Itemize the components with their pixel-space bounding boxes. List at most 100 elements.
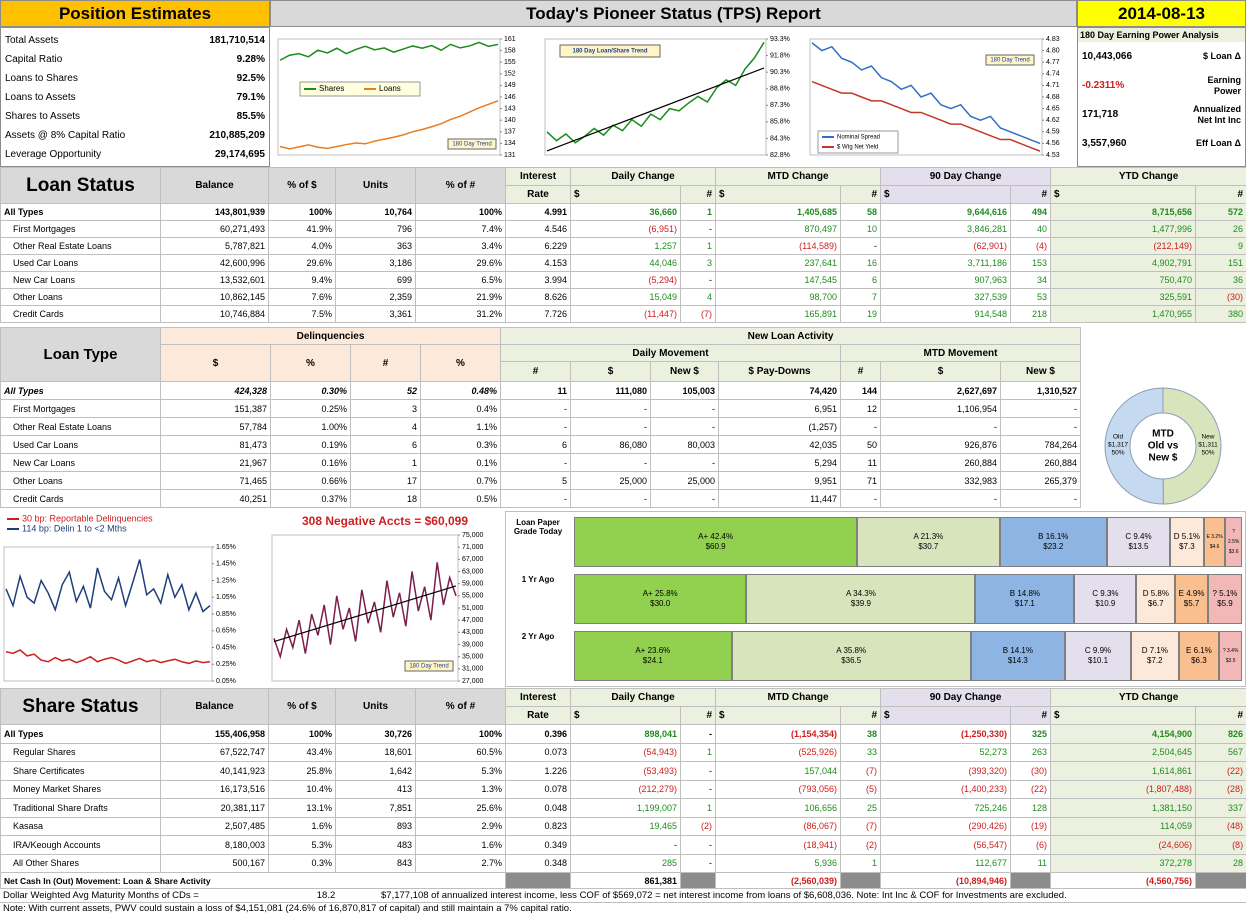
- segment-label: A+ 25.8%: [575, 589, 745, 599]
- table-cell: 0.048: [505, 798, 571, 818]
- data-row: Other Loans 71,465 0.66% 17 0.7% 5 25,000 25,00…: [0, 471, 1082, 490]
- table-cell: 1.6%: [415, 835, 506, 855]
- segment-amount: $24.1: [642, 656, 663, 665]
- tick-label: 31,000: [462, 666, 484, 673]
- table-cell: 7,851: [335, 798, 416, 818]
- table-cell: 34: [1010, 271, 1052, 289]
- grade-chart: Loan Paper Grade Today A+ 42.4% $60.9 A 21.…: [505, 511, 1246, 687]
- table-cell: 4.991: [505, 203, 571, 221]
- series-line: [279, 41, 499, 61]
- tick-label: 39,000: [462, 641, 484, 648]
- table-cell: All Types: [0, 724, 161, 744]
- data-row: Credit Cards 40,251 0.37% 18 0.5% - - -11,447- -…: [0, 489, 1082, 508]
- table-cell: (48): [1195, 816, 1246, 836]
- table-cell: 38: [840, 724, 882, 744]
- sub-header: #: [1010, 185, 1052, 204]
- earning-row: 10,443,066 $ Loan Δ: [1078, 42, 1245, 71]
- segment-amount: $5.7: [1183, 599, 1200, 608]
- segment-pct: 5.8%: [1150, 589, 1169, 598]
- table-cell: 153: [1010, 254, 1052, 272]
- group-header: 90 Day Change: [880, 688, 1052, 707]
- table-cell: (290,426): [880, 816, 1012, 836]
- sub-header: #: [1195, 185, 1246, 204]
- segment-label: B 14.1%: [972, 646, 1064, 656]
- table-cell: 337: [1195, 798, 1246, 818]
- sub-header: $: [715, 706, 842, 725]
- data-row: Other Real Estate Loans 5,787,821 4.0% 363 3…: [0, 237, 1246, 255]
- table-cell: 500,167: [160, 853, 269, 873]
- sub-header: #: [840, 361, 881, 382]
- grade-segment: D 5.8% $6.7: [1136, 574, 1176, 624]
- table-cell: 6: [840, 271, 882, 289]
- table-cell: 52: [350, 381, 421, 400]
- table-cell: 100%: [268, 724, 336, 744]
- tick-label: 4.80: [1046, 47, 1060, 54]
- sub-header: New $: [650, 361, 719, 382]
- tick-label: 149: [504, 82, 516, 89]
- table-cell: 71,465: [160, 471, 271, 490]
- segment-label: C 9.4%: [1108, 532, 1169, 542]
- table-cell: 1,381,150: [1050, 798, 1197, 818]
- table-cell: 3,186: [335, 254, 416, 272]
- table-cell: 155,406,958: [160, 724, 269, 744]
- segment-label: A+ 42.4%: [575, 532, 856, 542]
- table-cell: -: [679, 853, 717, 873]
- data-row: All Types 143,801,939 100% 10,764 100% 4.991 3…: [0, 203, 1246, 221]
- table-cell: 29.6%: [415, 254, 506, 272]
- segment-grade: A: [845, 589, 851, 598]
- segment-amount: $6.7: [1148, 599, 1164, 608]
- estimate-label: Total Assets: [5, 35, 59, 46]
- table-cell: 98,700: [715, 288, 842, 306]
- column-header: Rate: [505, 706, 571, 725]
- table-cell: 6: [500, 435, 571, 454]
- earning-row: 171,718 Annualized Net Int Inc: [1078, 100, 1245, 129]
- earning-value: 10,443,066: [1082, 51, 1133, 62]
- estimate-value: 210,885,209: [209, 130, 265, 141]
- header-row: # $ New $ $ Pay-Downs # $ New $: [1, 361, 1082, 382]
- grade-segment: A+ 25.8% $30.0: [574, 574, 747, 624]
- table-cell: All Other Shares: [0, 853, 161, 873]
- segment-label: D 5.8%: [1137, 589, 1174, 599]
- grade-segment: ? 3.4% $3.5: [1219, 631, 1242, 681]
- table-cell: 15,049: [570, 288, 681, 306]
- segment-grade: B: [1009, 589, 1016, 598]
- income-note: $7,177,108 of annualized interest income…: [381, 890, 1067, 901]
- table-cell: 3,846,281: [880, 220, 1012, 238]
- table-cell: 1,199,007: [570, 798, 681, 818]
- table-cell: Other Loans: [0, 471, 161, 490]
- table-cell: (525,926): [715, 742, 842, 762]
- table-cell: 0.5%: [420, 489, 501, 508]
- segment-pct: 9.9%: [1092, 646, 1112, 655]
- column-header: % of #: [415, 688, 506, 725]
- tick-label: 63,000: [462, 568, 484, 575]
- table-cell: (212,279): [570, 779, 681, 799]
- donut-title: MTD: [1152, 429, 1174, 440]
- grade-segment: C 9.3% $10.9: [1074, 574, 1137, 624]
- estimate-value: 29,174,695: [214, 149, 265, 160]
- table-cell: 1: [679, 237, 717, 255]
- table-cell: Used Car Loans: [0, 435, 161, 454]
- segment-grade: D: [1173, 532, 1180, 541]
- table-cell: 114,059: [1050, 816, 1197, 836]
- sub-header: New $: [999, 361, 1082, 382]
- table-cell: 7: [840, 288, 882, 306]
- table-cell: (28): [1195, 779, 1246, 799]
- table-cell: (793,056): [715, 779, 842, 799]
- table-cell: 1,614,861: [1050, 761, 1197, 781]
- segment-label: B 16.1%: [1001, 532, 1107, 542]
- tick-label: 1.05%: [216, 594, 236, 601]
- table-cell: Credit Cards: [0, 489, 161, 508]
- table-cell: 0.66%: [270, 471, 351, 490]
- segment-label: A 21.3%: [858, 532, 998, 542]
- segment-label: A+ 23.6%: [575, 646, 731, 656]
- title-box: [559, 44, 661, 58]
- legend-label: $ Wtg Net Yield: [837, 145, 878, 151]
- segment-amount: $13.5: [1128, 542, 1149, 551]
- chart-title: 180 Day Loan/Share Trend: [572, 49, 647, 55]
- table-cell: 3,711,186: [880, 254, 1012, 272]
- table-cell: 8.626: [505, 288, 571, 306]
- slice-label: New: [1201, 434, 1214, 441]
- table-cell: 2,627,697: [880, 381, 1001, 400]
- slice-label: $1,311: [1198, 442, 1218, 449]
- group-header: Delinquencies: [160, 327, 501, 345]
